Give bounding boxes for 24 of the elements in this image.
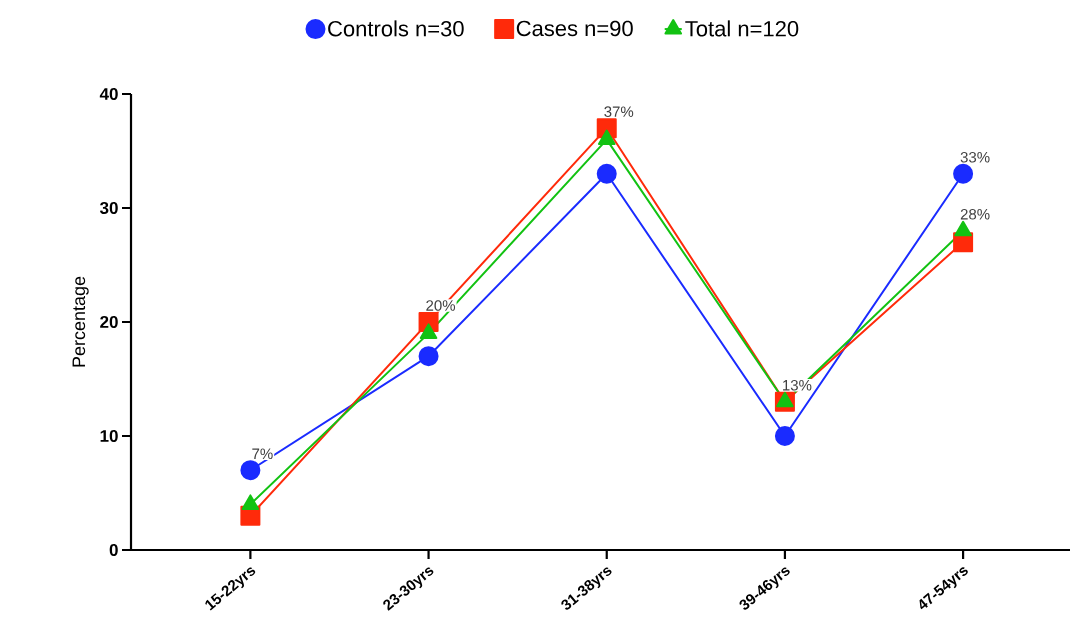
data-label: 28% (960, 208, 990, 220)
y-tick-label: 30 (99, 201, 118, 215)
point (954, 220, 972, 237)
point (418, 346, 439, 367)
y-tick-label: 20 (100, 315, 118, 329)
point (240, 460, 261, 481)
data-label: 13% (783, 379, 812, 391)
legend-label: Cases n=90 (516, 20, 633, 37)
point (597, 129, 616, 146)
point (419, 323, 438, 339)
y-axis-title: Percentage (72, 276, 89, 367)
point (596, 163, 617, 184)
data-label: 33% (960, 151, 990, 163)
data-label: 20% (426, 300, 456, 311)
point (953, 163, 974, 184)
legend-label: Total n=120 (685, 20, 799, 37)
legend-label: Controls n=30 (328, 20, 464, 37)
y-tick-label: 40 (99, 87, 118, 101)
data-label: 7% (252, 448, 273, 459)
y-tick-label: 10 (100, 429, 118, 443)
data-label: 37% (604, 106, 634, 117)
point (241, 494, 260, 510)
point (774, 425, 795, 446)
y-tick-label: 0 (109, 543, 118, 557)
